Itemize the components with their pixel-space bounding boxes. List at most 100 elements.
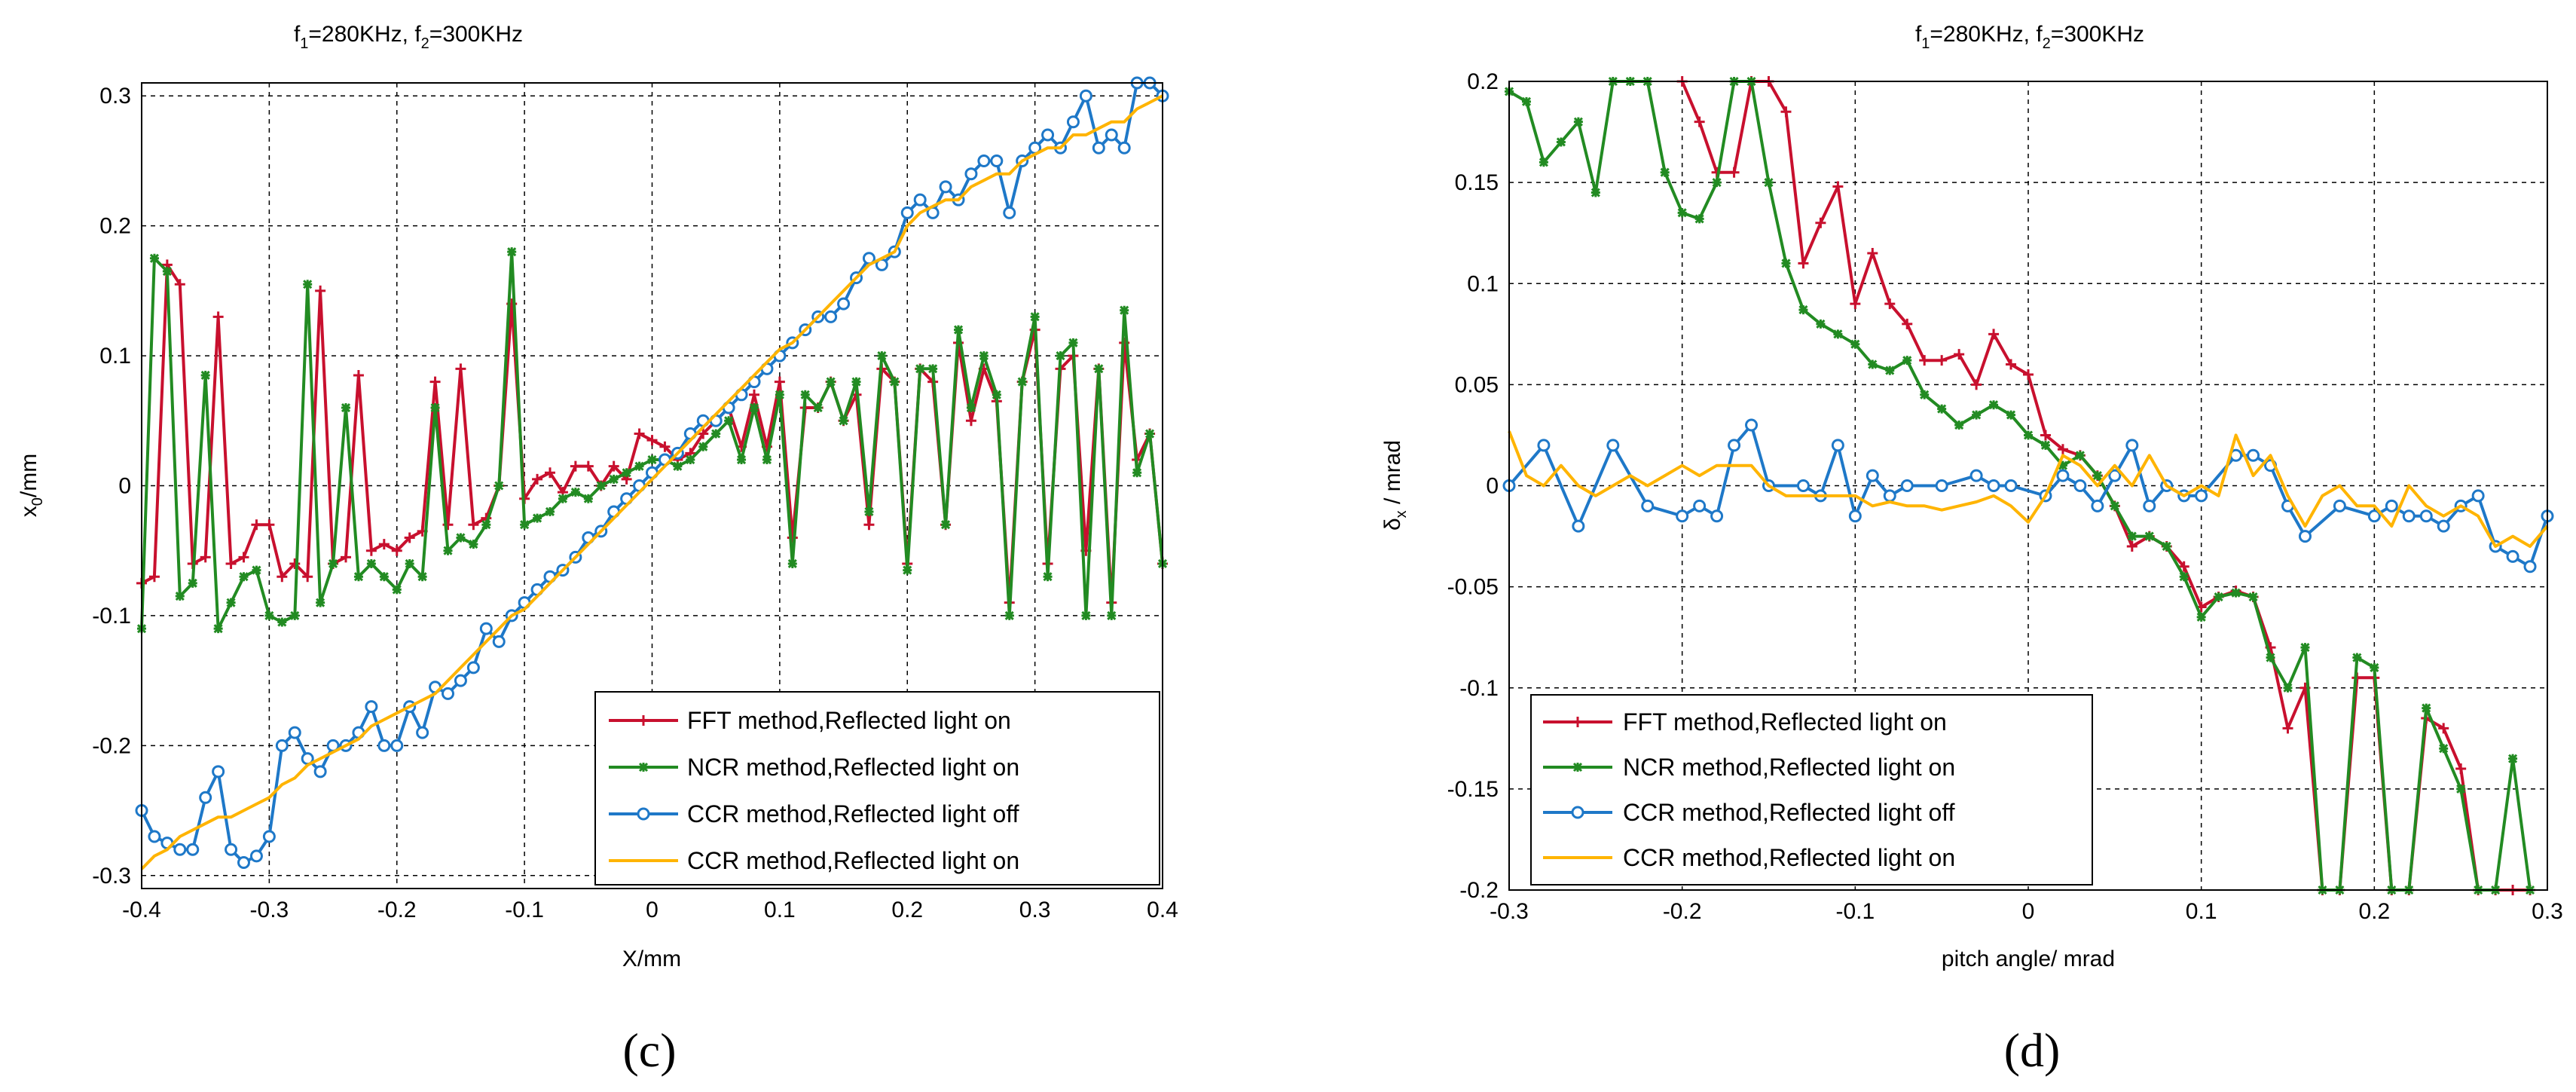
data-point	[2422, 703, 2431, 713]
data-point	[1798, 258, 1809, 269]
data-point	[443, 546, 453, 555]
data-point	[1919, 355, 1930, 366]
data-point	[890, 377, 900, 387]
data-point	[2127, 531, 2137, 541]
y-tick-label: -0.1	[92, 604, 131, 629]
chart-c-series	[135, 76, 1169, 870]
legend-item: FFT method,Reflected light on	[1543, 708, 1947, 736]
data-point	[365, 545, 377, 556]
data-point	[430, 402, 440, 413]
data-point	[200, 552, 211, 563]
data-point	[1780, 106, 1792, 118]
series-line	[1508, 430, 2549, 548]
data-point	[762, 454, 772, 465]
data-point	[212, 765, 225, 778]
data-point	[1066, 115, 1080, 129]
data-point	[596, 481, 606, 491]
data-point	[264, 519, 275, 531]
data-point	[1694, 116, 1705, 127]
data-point	[251, 519, 262, 531]
data-point	[149, 253, 159, 263]
chart-c-plot-frame	[141, 82, 1163, 889]
data-point	[328, 558, 338, 569]
chart-c-legend-box	[594, 691, 1160, 886]
x-tick-label: -0.2	[377, 898, 417, 922]
data-point	[455, 363, 466, 375]
chart-d-plot-frame	[1508, 81, 2548, 891]
data-point	[1641, 499, 1655, 512]
data-point	[1850, 339, 1860, 349]
data-point	[1132, 468, 1142, 478]
data-point	[2248, 592, 2258, 602]
data-point	[2179, 572, 2189, 582]
data-point	[2092, 471, 2102, 481]
data-point	[313, 765, 327, 778]
data-point	[2110, 501, 2119, 511]
data-point	[456, 533, 466, 543]
data-point	[913, 193, 927, 206]
data-point	[315, 285, 326, 296]
data-point	[1521, 96, 1532, 106]
y-tick-label: 0.1	[99, 344, 131, 369]
y-tick-label: 0.3	[99, 84, 131, 109]
data-point	[148, 571, 160, 583]
data-point	[903, 565, 912, 575]
data-point	[252, 565, 261, 575]
legend-item: NCR method,Reflected light on	[609, 754, 1019, 781]
data-point	[2214, 592, 2223, 602]
data-point	[2298, 530, 2312, 543]
data-point	[1556, 137, 1566, 147]
data-point	[1120, 305, 1129, 315]
legend-marker	[638, 715, 649, 726]
data-point	[965, 415, 976, 427]
data-point	[2040, 430, 2051, 441]
data-point	[1606, 439, 1620, 452]
data-point	[990, 154, 1004, 167]
data-point	[1972, 410, 1982, 420]
data-point	[1117, 141, 1131, 154]
chart-d-legend: FFT method,Reflected light on NCR method,…	[1530, 694, 2093, 886]
data-point	[404, 532, 415, 543]
data-point	[646, 435, 658, 446]
data-point	[1868, 359, 1878, 369]
data-point	[686, 454, 695, 465]
data-point	[545, 506, 555, 517]
data-point	[2075, 451, 2085, 460]
data-point	[1831, 439, 1844, 452]
data-point	[1969, 469, 1983, 482]
data-point	[582, 460, 594, 472]
data-point	[928, 364, 938, 374]
data-point	[417, 572, 427, 582]
legend-marker	[1572, 762, 1583, 772]
data-point	[2439, 744, 2449, 754]
legend-marker	[1571, 806, 1584, 819]
data-point	[1056, 351, 1065, 361]
data-point	[1920, 390, 1930, 399]
data-point	[1745, 418, 1759, 432]
data-point	[2196, 612, 2206, 622]
data-point	[175, 591, 185, 601]
data-point	[749, 389, 759, 400]
chart-d-series	[1502, 76, 2554, 895]
data-point	[1885, 366, 1895, 375]
data-point	[1693, 499, 1707, 512]
data-point	[2456, 784, 2466, 794]
series-4	[140, 94, 1163, 870]
x-tick-label: 0.3	[1019, 898, 1051, 922]
data-point	[2143, 499, 2156, 512]
data-point	[2144, 531, 2154, 541]
data-point	[1954, 420, 1964, 430]
y-tick-label: 0.2	[1467, 69, 1499, 94]
data-point	[2419, 509, 2433, 523]
series-line	[141, 263, 1164, 604]
y-tick-label: 0.1	[1467, 271, 1499, 296]
data-point	[609, 474, 619, 484]
data-point	[188, 578, 197, 588]
x-tick-label: 0.2	[2358, 899, 2390, 924]
data-point	[316, 598, 325, 607]
data-point	[673, 461, 683, 471]
data-point	[2370, 662, 2379, 672]
data-point	[494, 481, 504, 491]
chart-c-legend: FFT method,Reflected light on NCR method,…	[594, 691, 1160, 886]
